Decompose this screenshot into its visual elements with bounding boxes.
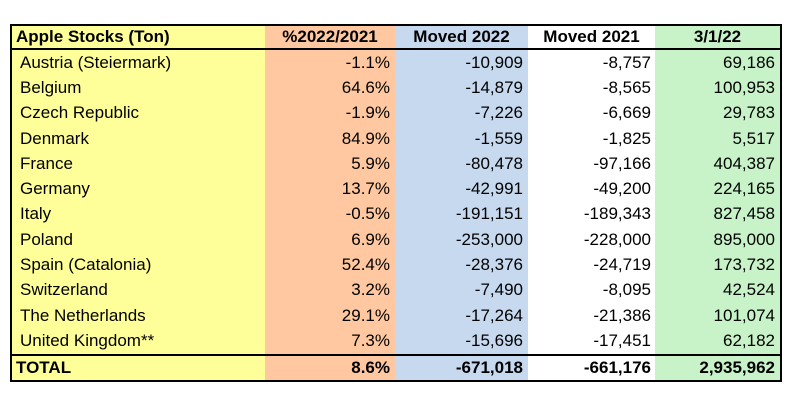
row-percent-change: -0.5%	[265, 201, 395, 228]
header-stock-date: 3/1/22	[655, 26, 780, 48]
row-moved-2021: -21,386	[528, 302, 655, 329]
row-moved-2022: -42,991	[395, 176, 528, 202]
row-moved-2021: -8,757	[528, 50, 655, 76]
row-moved-2021: -17,451	[528, 328, 655, 354]
row-percent-change: -1.9%	[265, 100, 395, 126]
table-row: Italy -0.5% -191,151 -189,343 827,458	[12, 201, 780, 228]
header-country: Apple Stocks (Ton)	[12, 26, 265, 48]
row-moved-2021: -228,000	[528, 227, 655, 253]
row-moved-2021: -1,825	[528, 125, 655, 152]
row-moved-2022: -1,559	[395, 125, 528, 152]
row-moved-2022: -7,490	[395, 277, 528, 303]
table-row: Denmark 84.9% -1,559 -1,825 5,517	[12, 125, 780, 152]
table-row: Spain (Catalonia) 52.4% -28,376 -24,719 173,…	[12, 252, 780, 278]
total-moved-2022: -671,018	[395, 355, 528, 380]
row-stock: 62,182	[655, 328, 780, 354]
row-stock: 827,458	[655, 201, 780, 228]
row-moved-2022: -7,226	[395, 100, 528, 126]
row-moved-2022: -80,478	[395, 151, 528, 177]
row-country: Poland	[12, 227, 265, 253]
total-moved-2021: -661,176	[528, 355, 655, 380]
total-stock: 2,935,962	[655, 355, 780, 380]
row-moved-2022: -17,264	[395, 302, 528, 329]
row-percent-change: 84.9%	[265, 125, 395, 152]
row-moved-2022: -253,000	[395, 227, 528, 253]
row-moved-2021: -24,719	[528, 252, 655, 278]
header-percent-change: %2022/2021	[265, 26, 395, 48]
table-row: The Netherlands 29.1% -17,264 -21,386 101,07…	[12, 302, 780, 329]
table-body: Austria (Steiermark) -1.1% -10,909 -8,757 69…	[12, 50, 780, 354]
row-stock: 101,074	[655, 302, 780, 329]
row-percent-change: 13.7%	[265, 176, 395, 202]
row-percent-change: 3.2%	[265, 277, 395, 303]
row-percent-change: 52.4%	[265, 252, 395, 278]
row-moved-2022: -14,879	[395, 75, 528, 101]
row-moved-2022: -10,909	[395, 50, 528, 76]
row-country: Belgium	[12, 75, 265, 101]
row-country: Austria (Steiermark)	[12, 50, 265, 76]
row-moved-2021: -49,200	[528, 176, 655, 202]
table-row: Czech Republic -1.9% -7,226 -6,669 29,783	[12, 100, 780, 126]
table-row: France 5.9% -80,478 -97,166 404,387	[12, 151, 780, 177]
apple-stocks-table: Apple Stocks (Ton) %2022/2021 Moved 2022…	[10, 24, 782, 382]
table-total-row: TOTAL 8.6% -671,018 -661,176 2,935,962	[12, 353, 780, 380]
table-row: Belgium 64.6% -14,879 -8,565 100,953	[12, 75, 780, 101]
row-percent-change: 7.3%	[265, 328, 395, 354]
row-stock: 100,953	[655, 75, 780, 101]
row-stock: 404,387	[655, 151, 780, 177]
row-country: United Kingdom**	[12, 328, 265, 354]
row-percent-change: -1.1%	[265, 50, 395, 76]
row-stock: 5,517	[655, 125, 780, 152]
row-moved-2022: -15,696	[395, 328, 528, 354]
row-moved-2021: -8,565	[528, 75, 655, 101]
row-percent-change: 5.9%	[265, 151, 395, 177]
row-percent-change: 29.1%	[265, 302, 395, 329]
table-row: Switzerland 3.2% -7,490 -8,095 42,524	[12, 277, 780, 303]
row-country: Switzerland	[12, 277, 265, 303]
row-country: Spain (Catalonia)	[12, 252, 265, 278]
table-header-row: Apple Stocks (Ton) %2022/2021 Moved 2022…	[12, 26, 780, 50]
table-row: Poland 6.9% -253,000 -228,000 895,000	[12, 227, 780, 253]
row-stock: 895,000	[655, 227, 780, 253]
row-moved-2021: -189,343	[528, 201, 655, 228]
row-country: France	[12, 151, 265, 177]
row-country: Germany	[12, 176, 265, 202]
row-country: Italy	[12, 201, 265, 228]
total-label: TOTAL	[12, 355, 265, 380]
row-stock: 173,732	[655, 252, 780, 278]
row-stock: 69,186	[655, 50, 780, 76]
row-moved-2022: -28,376	[395, 252, 528, 278]
row-stock: 224,165	[655, 176, 780, 202]
total-percent-change: 8.6%	[265, 355, 395, 380]
row-moved-2022: -191,151	[395, 201, 528, 228]
table-row: Germany 13.7% -42,991 -49,200 224,165	[12, 176, 780, 202]
row-country: The Netherlands	[12, 302, 265, 329]
row-percent-change: 64.6%	[265, 75, 395, 101]
row-moved-2021: -6,669	[528, 100, 655, 126]
row-percent-change: 6.9%	[265, 227, 395, 253]
row-stock: 42,524	[655, 277, 780, 303]
row-stock: 29,783	[655, 100, 780, 126]
header-moved-2022: Moved 2022	[395, 26, 528, 48]
row-country: Denmark	[12, 125, 265, 152]
row-country: Czech Republic	[12, 100, 265, 126]
header-moved-2021: Moved 2021	[528, 26, 655, 48]
table-row: Austria (Steiermark) -1.1% -10,909 -8,757 69…	[12, 50, 780, 76]
table-row: United Kingdom** 7.3% -15,696 -17,451 62,182	[12, 328, 780, 354]
row-moved-2021: -97,166	[528, 151, 655, 177]
row-moved-2021: -8,095	[528, 277, 655, 303]
